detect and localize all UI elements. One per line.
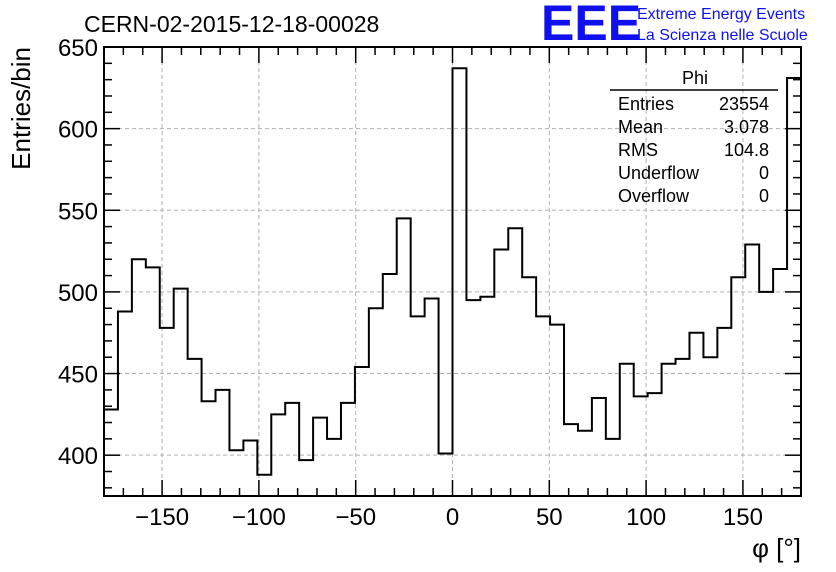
histogram-bin — [689, 333, 703, 496]
stats-value: 0 — [759, 186, 769, 206]
histogram-bin — [745, 245, 759, 496]
histogram-bin — [132, 259, 146, 496]
histogram-bin — [174, 289, 188, 496]
stats-value: 0 — [759, 163, 769, 183]
y-tick-label: 450 — [58, 362, 98, 389]
histogram-bin — [676, 359, 690, 496]
histogram-bin — [188, 359, 202, 496]
histogram-bin — [369, 308, 383, 496]
histogram-bin — [299, 460, 313, 496]
stats-label: RMS — [618, 140, 658, 160]
x-tick-label: −100 — [232, 504, 286, 531]
histogram-bin — [592, 398, 606, 496]
stats-value: 104.8 — [724, 140, 769, 160]
histogram-bin — [508, 228, 522, 496]
y-axis-title: Entries/bin — [6, 47, 36, 170]
histogram-bin — [243, 440, 257, 496]
x-tick-labels: −150 −100 −50 0 50 100 150 — [135, 504, 763, 531]
histogram-bin — [480, 297, 494, 496]
histogram-bin — [104, 409, 118, 496]
histogram-bin — [522, 277, 536, 496]
histogram-bin — [550, 325, 564, 496]
logo-line-2: La Scienza nelle Scuole — [637, 27, 808, 44]
histogram-bin — [466, 300, 480, 496]
eee-logo: EEE Extreme Energy Events La Scienza nel… — [541, 0, 808, 51]
histogram-bin — [271, 414, 285, 496]
histogram-bin — [536, 316, 550, 496]
histogram-bin — [160, 328, 174, 496]
histogram-bin — [662, 364, 676, 496]
histogram-step-line — [104, 67, 801, 476]
y-tick-label: 400 — [58, 443, 98, 470]
stats-value: 23554 — [719, 94, 769, 114]
histogram-bin — [355, 367, 369, 496]
stats-label: Overflow — [618, 186, 690, 206]
histogram-bin — [634, 396, 648, 496]
stats-rows: Entries 23554 Mean 3.078 RMS 104.8 Underflow 0 O… — [618, 94, 769, 206]
histogram-bin — [285, 403, 299, 496]
y-tick-labels: 400 450 500 550 600 650 — [58, 35, 98, 470]
histogram-bin — [411, 316, 425, 496]
x-axis-title: φ [°] — [752, 533, 801, 563]
histogram-bin — [648, 393, 662, 496]
histogram-bin — [703, 357, 717, 496]
histogram-bin — [453, 68, 467, 496]
histogram-bin — [439, 454, 453, 496]
y-tick-label: 650 — [58, 35, 98, 62]
histogram-bin — [257, 475, 271, 496]
histogram-bin — [146, 267, 160, 496]
histogram-bin — [118, 312, 132, 496]
histogram-bin — [383, 274, 397, 496]
histogram-bin — [731, 277, 745, 496]
histogram-bin — [787, 78, 801, 496]
chart-title: CERN-02-2015-12-18-00028 — [84, 11, 379, 37]
logo-line-1: Extreme Energy Events — [637, 6, 805, 23]
stats-label: Underflow — [618, 163, 700, 183]
histogram-bin — [229, 450, 243, 496]
histogram-bin — [773, 269, 787, 496]
x-tick-label: 0 — [446, 504, 459, 531]
histogram-bin — [717, 328, 731, 496]
stats-box: Phi Entries 23554 Mean 3.078 RMS 104.8 Underfl… — [610, 68, 778, 206]
stats-label: Mean — [618, 117, 663, 137]
histogram-bin — [202, 401, 216, 496]
histogram-bin — [327, 439, 341, 496]
x-tick-label: −150 — [135, 504, 189, 531]
histogram-bin — [216, 390, 230, 496]
histogram-bin — [494, 249, 508, 496]
x-tick-label: 150 — [723, 504, 763, 531]
histogram-bin — [564, 424, 578, 496]
histogram-bin — [425, 298, 439, 496]
stats-value: 3.078 — [724, 117, 769, 137]
histogram-bin — [759, 292, 773, 496]
stats-label: Entries — [618, 94, 674, 114]
x-tick-label: −50 — [335, 504, 376, 531]
histogram-bin — [578, 431, 592, 496]
logo-mark: EEE — [541, 0, 641, 51]
y-tick-label: 600 — [58, 117, 98, 144]
x-tick-label: 50 — [536, 504, 563, 531]
x-tick-label: 100 — [626, 504, 666, 531]
histogram-bin — [606, 439, 620, 496]
histogram-bin — [341, 403, 355, 496]
histogram-bin — [397, 218, 411, 496]
histogram-bin — [620, 364, 634, 496]
y-tick-label: 500 — [58, 280, 98, 307]
histogram-bin — [313, 418, 327, 496]
stats-title: Phi — [682, 68, 708, 88]
axis-ticks — [103, 46, 802, 496]
y-tick-label: 550 — [58, 198, 98, 225]
